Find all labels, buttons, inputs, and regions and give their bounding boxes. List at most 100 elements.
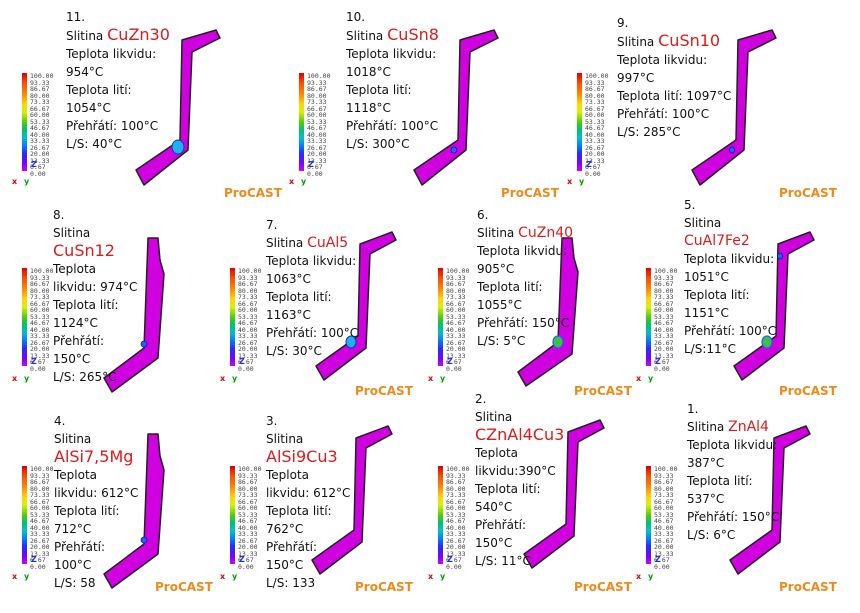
axis-y-label: y <box>440 374 446 383</box>
scale-tick: 40.00 <box>238 523 258 532</box>
scale-tick: 66.67 <box>238 497 258 506</box>
scale-tick: 73.33 <box>238 491 258 499</box>
scale-tick: 40.00 <box>585 130 605 139</box>
alloy-name: CuZn40 <box>518 225 574 241</box>
scale-tick: 0.00 <box>238 562 254 571</box>
scale-tick: 93.33 <box>30 471 50 480</box>
scale-tick: 33.33 <box>30 530 50 538</box>
casting-model <box>135 29 221 186</box>
scale-tick: 60.00 <box>30 306 50 314</box>
panel-number: 2. <box>475 392 487 406</box>
scale-tick: 26.67 <box>585 143 605 152</box>
scale-tick: 40.00 <box>446 523 466 532</box>
casting-model <box>103 237 165 393</box>
scale-tick: 53.33 <box>30 510 50 519</box>
scale-tick: 66.67 <box>30 497 50 506</box>
ls-value: L/S:11°C <box>684 342 737 356</box>
scale-tick: 86.67 <box>30 85 50 93</box>
scale-tick: 100.00 <box>30 267 54 275</box>
scale-tick: 13.33 <box>238 549 258 558</box>
axis-y-label: y <box>24 177 30 186</box>
axis-z-label: Z <box>239 357 245 366</box>
pour-value: 1124°C <box>53 316 98 330</box>
superheat-value: 150°C <box>53 352 91 366</box>
axis-x-label: x <box>636 374 642 383</box>
scale-tick: 60.00 <box>585 111 605 119</box>
liquidus-value: 390°C <box>518 464 556 478</box>
scale-tick: 46.67 <box>446 517 466 525</box>
ls-value: L/S: 265°C <box>53 370 117 384</box>
scale-tick: 6.67 <box>307 163 323 171</box>
scale-tick: 66.67 <box>654 497 674 506</box>
scale-tick: 46.67 <box>238 319 258 327</box>
pour-value: 1054°C <box>66 101 111 115</box>
axis-z-label: Z <box>31 160 37 169</box>
scale-tick: 13.33 <box>446 549 466 558</box>
scale-tick: 40.00 <box>307 130 327 139</box>
scale-tick: 6.67 <box>585 163 601 171</box>
scale-tick: 60.00 <box>446 504 466 512</box>
scale-tick: 13.33 <box>238 351 258 360</box>
pour-value: 1097°C <box>686 89 732 103</box>
ls-value: L/S: 5°C <box>477 334 526 348</box>
liquidus-label-part: likvidu: <box>475 464 519 478</box>
color-scale-bar <box>22 73 27 171</box>
scale-tick: 60.00 <box>654 504 674 512</box>
scale-tick: 0.00 <box>654 364 670 373</box>
scale-tick: 26.67 <box>30 143 50 152</box>
superheat-value: 100°C <box>320 326 359 340</box>
procast-logo: ProCAST <box>779 186 837 200</box>
scale-tick: 80.00 <box>654 286 674 295</box>
scale-tick: 20.00 <box>654 543 674 551</box>
liquidus-value: 1051°C <box>684 270 729 284</box>
axis-x-label: x <box>428 572 434 581</box>
axis-x-label: x <box>12 572 18 581</box>
alloy-name: CZnAl4Cu3 <box>475 425 565 444</box>
alloy-label: Slitina <box>54 432 92 446</box>
pour-value: 540°C <box>475 500 513 514</box>
hot-spot <box>171 139 185 155</box>
scale-tick: 46.67 <box>446 319 466 327</box>
liquidus-label: Teplota likvidu: <box>346 47 437 61</box>
ls-value: L/S: 11°C <box>475 554 531 568</box>
ls-value: L/S: 30°C <box>266 344 322 358</box>
pour-label: Teplota lití: <box>266 504 332 518</box>
scale-tick: 53.33 <box>654 510 674 519</box>
pour-value: 1163°C <box>266 308 311 322</box>
scale-tick: 93.33 <box>238 273 258 282</box>
alloy-name: CuSn8 <box>387 25 439 44</box>
color-scale-bar <box>299 73 304 171</box>
scale-tick: 40.00 <box>30 130 50 139</box>
scale-tick: 33.33 <box>238 332 258 340</box>
scale-tick: 13.33 <box>307 156 327 165</box>
panel-info: 9. Slitina CuSn10 Teplota likvidu: 997°C… <box>617 14 731 141</box>
scale-tick: 40.00 <box>30 523 50 532</box>
liquidus-label: Teplota <box>54 468 98 482</box>
liquidus-label: Teplota <box>53 262 97 276</box>
scale-tick: 66.67 <box>446 497 466 506</box>
scale-tick: 53.33 <box>446 312 466 321</box>
scale-tick: 73.33 <box>30 293 50 301</box>
scale-tick: 100.00 <box>30 72 54 80</box>
procast-logo: ProCAST <box>574 580 632 594</box>
alloy-label: Slitina <box>684 216 722 230</box>
scale-tick: 53.33 <box>307 117 327 126</box>
scale-tick: 86.67 <box>446 280 466 288</box>
scale-tick: 6.67 <box>654 358 670 366</box>
casting-model <box>315 231 397 381</box>
scale-tick: 40.00 <box>446 325 466 334</box>
scale-tick: 80.00 <box>307 91 327 100</box>
hot-spot <box>140 340 148 348</box>
axis-y-label: y <box>301 177 307 186</box>
scale-tick: 20.00 <box>30 345 50 353</box>
ls-value: L/S: 58 <box>54 576 96 590</box>
procast-logo: ProCAST <box>355 384 413 398</box>
panel-number: 5. <box>684 198 696 212</box>
pour-label: Teplota lití: <box>477 280 543 294</box>
scale-tick: 86.67 <box>238 478 258 486</box>
scale-tick: 93.33 <box>446 471 466 480</box>
scale-tick: 33.33 <box>238 530 258 538</box>
scale-tick: 100.00 <box>446 267 470 275</box>
liquidus-label: Teplota likvidu: <box>477 244 568 258</box>
